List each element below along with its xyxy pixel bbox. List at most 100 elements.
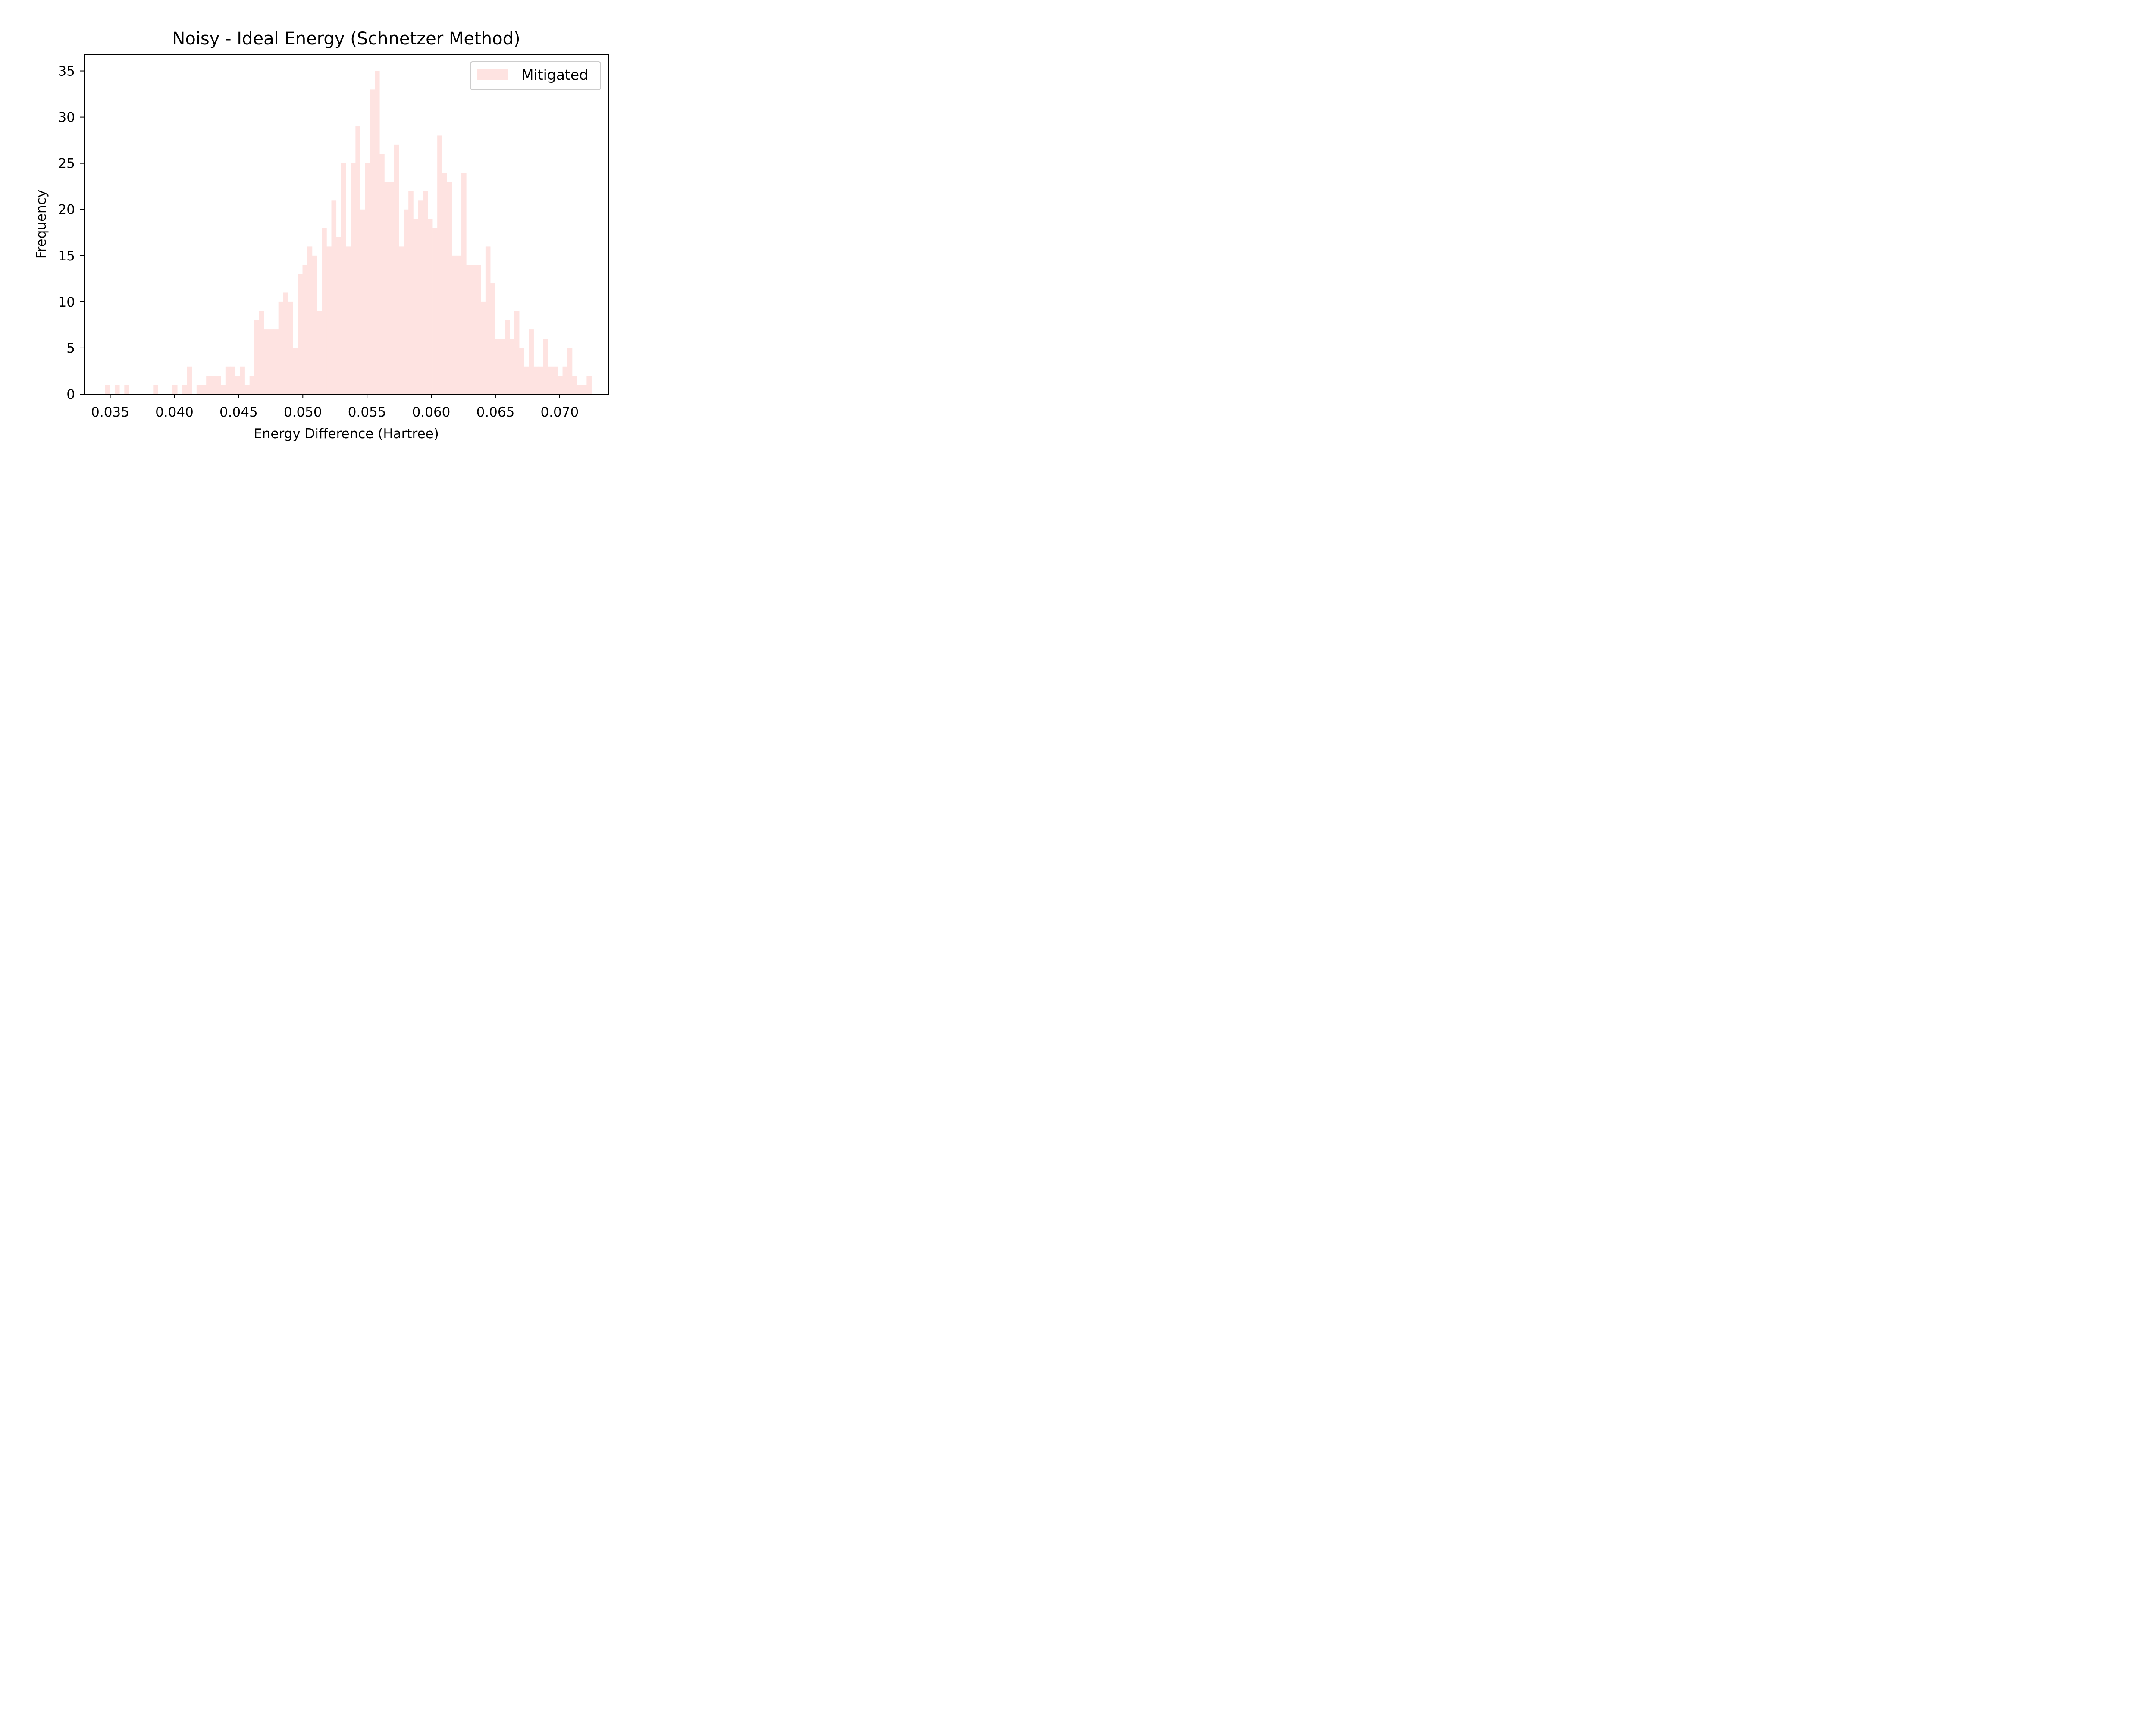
histogram-bar	[269, 329, 274, 394]
histogram-bar	[480, 301, 486, 394]
histogram-bar	[312, 255, 317, 394]
histogram-bar	[432, 228, 438, 394]
histogram-bar	[298, 274, 303, 394]
histogram-bar	[567, 348, 573, 394]
histogram-bar	[244, 385, 250, 394]
histogram-bar	[451, 255, 457, 394]
histogram-bar	[524, 366, 529, 394]
histogram-bar	[558, 376, 563, 394]
histogram-bar	[394, 144, 399, 395]
histogram-bar	[456, 255, 462, 394]
legend: Mitigated	[470, 61, 601, 90]
histogram-bar	[509, 339, 515, 394]
histogram-bar	[423, 191, 428, 394]
histogram-bar	[543, 339, 548, 394]
histogram-bar	[427, 219, 433, 394]
histogram-bar	[114, 385, 120, 394]
histogram-bar	[370, 89, 375, 394]
histogram-bar	[529, 329, 534, 394]
histogram-bar	[476, 265, 481, 394]
x-tick-label: 0.065	[476, 405, 515, 420]
y-tick-label: 35	[58, 64, 75, 79]
histogram-bar	[485, 246, 491, 394]
x-tick-label: 0.045	[219, 405, 258, 420]
histogram-bar	[288, 301, 293, 394]
histogram-bar	[471, 265, 476, 394]
histogram-bar	[404, 209, 409, 394]
histogram-bar	[187, 366, 192, 394]
histogram-bar	[548, 366, 553, 394]
histogram-bar	[533, 366, 539, 394]
histogram-bar	[519, 348, 524, 394]
y-tick-label: 30	[58, 110, 75, 125]
histogram-bar	[105, 385, 110, 394]
histogram-bar	[322, 228, 327, 394]
x-tick-label: 0.040	[155, 405, 194, 420]
histogram-bar	[418, 200, 423, 394]
histogram-bar	[220, 385, 226, 394]
histogram-bar	[365, 163, 370, 394]
histogram-bar	[259, 311, 264, 394]
x-axis-ticks: 0.035 0.040 0.045 0.050 0.055 0.060 0.065 0.070	[91, 394, 579, 420]
legend-swatch-mitigated	[477, 69, 508, 80]
histogram-bar	[326, 246, 332, 394]
histogram-bar	[490, 283, 495, 394]
x-tick-label: 0.055	[348, 405, 386, 420]
histogram-bar	[182, 385, 187, 394]
y-axis-ticks: 0 5 10 15 20 25 30 35	[58, 64, 85, 402]
histogram-bar	[307, 246, 313, 394]
histogram-bar	[302, 265, 308, 394]
histogram-bar	[398, 246, 404, 394]
histogram-bar	[225, 366, 231, 394]
histogram-bar	[206, 376, 211, 394]
histogram-bar	[346, 246, 351, 394]
histogram-bar	[389, 182, 395, 394]
histogram-bar	[562, 366, 568, 394]
y-tick-label: 0	[66, 387, 75, 402]
histogram-bar	[408, 191, 414, 394]
histogram-bar	[375, 71, 380, 395]
histogram-bar	[336, 237, 342, 394]
histogram-bar	[577, 385, 582, 394]
histogram-bar	[437, 135, 442, 394]
histogram-bar	[500, 339, 505, 394]
x-tick-label: 0.060	[412, 405, 451, 420]
legend-label-mitigated: Mitigated	[521, 66, 588, 83]
histogram-bar	[447, 182, 452, 394]
histogram-bar	[341, 163, 346, 394]
histogram-bar	[293, 348, 298, 394]
histogram-bar	[442, 172, 447, 395]
histogram-bar	[553, 366, 558, 394]
histogram-bar	[283, 292, 288, 394]
histogram-bar	[505, 320, 510, 394]
histogram-bar	[538, 366, 544, 394]
histogram-bar	[211, 376, 216, 394]
plot-area-frame	[84, 54, 609, 395]
y-tick-label: 25	[58, 156, 75, 172]
y-tick-label: 10	[58, 295, 75, 310]
histogram-bar	[254, 320, 260, 394]
histogram-bar	[384, 182, 389, 394]
histogram-bar	[124, 385, 129, 394]
histogram-bar	[355, 126, 360, 394]
histogram-bar	[196, 385, 202, 394]
histogram-bar	[331, 200, 337, 394]
histogram-bar	[235, 376, 240, 394]
histogram-bar	[495, 339, 500, 394]
x-axis-label: Energy Difference (Hartree)	[254, 426, 439, 442]
histogram-bar	[586, 376, 592, 394]
histogram-figure: Noisy - Ideal Energy (Schnetzer Method) …	[0, 0, 667, 451]
histogram-bar	[351, 163, 356, 394]
histogram-bar	[230, 366, 235, 394]
histogram-bar	[413, 219, 418, 394]
y-axis-label: Frequency	[34, 190, 49, 259]
histogram-bar	[278, 301, 284, 394]
histogram-bars	[105, 71, 592, 395]
x-tick-label: 0.050	[284, 405, 322, 420]
histogram-bar	[582, 385, 587, 394]
histogram-bar	[153, 385, 158, 394]
histogram-bar	[461, 172, 467, 395]
histogram-bar	[201, 385, 207, 394]
y-tick-label: 20	[58, 202, 75, 218]
chart-title: Noisy - Ideal Energy (Schnetzer Method)	[172, 29, 520, 49]
